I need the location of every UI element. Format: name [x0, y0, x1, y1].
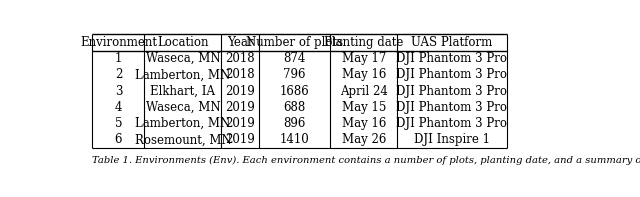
Text: 874: 874	[284, 52, 306, 65]
Text: 2019: 2019	[225, 133, 255, 146]
Text: Lamberton, MN: Lamberton, MN	[135, 117, 230, 130]
Text: May 16: May 16	[342, 117, 386, 130]
Text: Year: Year	[227, 36, 253, 49]
Text: May 26: May 26	[342, 133, 386, 146]
Text: April 24: April 24	[340, 85, 388, 98]
Text: Rosemount, MN: Rosemount, MN	[134, 133, 231, 146]
Text: 6: 6	[115, 133, 122, 146]
Text: 3: 3	[115, 85, 122, 98]
Text: DJI Phantom 3 Pro: DJI Phantom 3 Pro	[397, 117, 508, 130]
Text: 1: 1	[115, 52, 122, 65]
Text: May 15: May 15	[342, 101, 386, 114]
Text: Location: Location	[157, 36, 209, 49]
Text: 1686: 1686	[280, 85, 309, 98]
Text: Waseca, MN: Waseca, MN	[146, 52, 220, 65]
Text: DJI Inspire 1: DJI Inspire 1	[414, 133, 490, 146]
Text: 2018: 2018	[225, 52, 255, 65]
Text: 796: 796	[284, 68, 306, 81]
Text: DJI Phantom 3 Pro: DJI Phantom 3 Pro	[397, 52, 508, 65]
Text: Table 1. Environments (Env). Each environment contains a number of plots, planti: Table 1. Environments (Env). Each enviro…	[92, 156, 640, 165]
Text: 2: 2	[115, 68, 122, 81]
Text: UAS Platform: UAS Platform	[412, 36, 493, 49]
Text: 2019: 2019	[225, 101, 255, 114]
Text: 2019: 2019	[225, 117, 255, 130]
Text: 896: 896	[284, 117, 306, 130]
Text: Environment: Environment	[80, 36, 157, 49]
Text: DJI Phantom 3 Pro: DJI Phantom 3 Pro	[397, 101, 508, 114]
Text: May 17: May 17	[342, 52, 386, 65]
Text: 1410: 1410	[280, 133, 309, 146]
Text: Planting date: Planting date	[324, 36, 404, 49]
Text: 4: 4	[115, 101, 122, 114]
Text: May 16: May 16	[342, 68, 386, 81]
Text: 2019: 2019	[225, 85, 255, 98]
Text: Lamberton, MN: Lamberton, MN	[135, 68, 230, 81]
Text: DJI Phantom 3 Pro: DJI Phantom 3 Pro	[397, 68, 508, 81]
Text: Number of plots: Number of plots	[246, 36, 343, 49]
Text: 5: 5	[115, 117, 122, 130]
Text: 2018: 2018	[225, 68, 255, 81]
Text: Waseca, MN: Waseca, MN	[146, 101, 220, 114]
Text: 688: 688	[284, 101, 306, 114]
Text: Elkhart, IA: Elkhart, IA	[150, 85, 216, 98]
Text: DJI Phantom 3 Pro: DJI Phantom 3 Pro	[397, 85, 508, 98]
